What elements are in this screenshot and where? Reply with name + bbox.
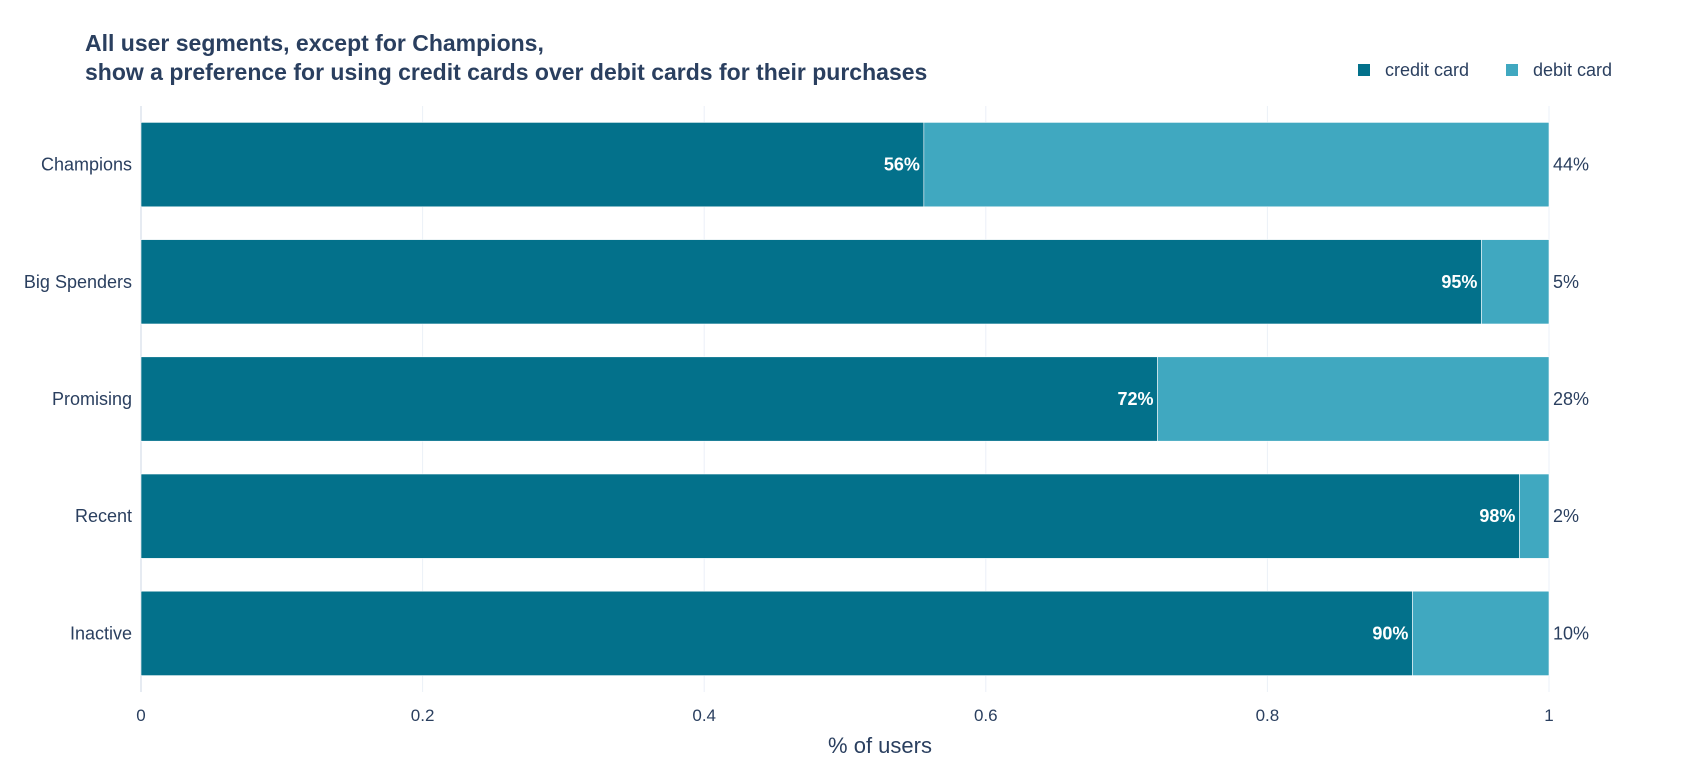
bar-credit-card-promising[interactable] (140, 356, 1158, 442)
data-label-credit-card-big-spenders: 95% (1441, 272, 1477, 292)
data-label-credit-card-promising: 72% (1118, 389, 1154, 409)
chart-title-line-2: show a preference for using credit cards… (85, 59, 927, 85)
category-label-inactive: Inactive (70, 623, 132, 643)
legend-item-debit-card[interactable]: debit card (1506, 60, 1612, 80)
x-tick-label: 0.6 (974, 706, 998, 725)
x-tick-label: 0.8 (1256, 706, 1280, 725)
category-label-champions: Champions (41, 155, 132, 175)
bar-credit-card-inactive[interactable] (140, 590, 1413, 676)
data-label-debit-card-recent: 2% (1553, 506, 1579, 526)
x-tick-label: 0.2 (411, 706, 435, 725)
bar-debit-card-big-spenders[interactable] (1481, 239, 1550, 325)
x-tick-label: 0 (136, 706, 145, 725)
x-axis-title: % of users (828, 733, 932, 758)
category-label-big-spenders: Big Spenders (24, 272, 132, 292)
data-label-debit-card-promising: 28% (1553, 389, 1589, 409)
data-label-debit-card-big-spenders: 5% (1553, 272, 1579, 292)
chart-title-line-1: All user segments, except for Champions, (85, 30, 544, 56)
legend-label-debit-card: debit card (1533, 60, 1612, 80)
bar-credit-card-big-spenders[interactable] (140, 239, 1482, 325)
data-label-credit-card-champions: 56% (884, 155, 920, 175)
legend[interactable]: credit card debit card (1358, 60, 1612, 80)
bar-debit-card-promising[interactable] (1157, 356, 1550, 442)
legend-label-credit-card: credit card (1385, 60, 1469, 80)
x-axis-ticks: 0 0.2 0.4 0.6 0.8 1 (136, 706, 1553, 725)
data-labels: 56% 44% 95% 5% 72% 28% 98% 2% 90% 10% (884, 155, 1589, 644)
category-label-promising: Promising (52, 389, 132, 409)
bar-credit-card-recent[interactable] (140, 473, 1520, 559)
chart-title: All user segments, except for Champions,… (85, 30, 927, 85)
x-tick-label: 0.4 (692, 706, 716, 725)
data-label-debit-card-inactive: 10% (1553, 623, 1589, 643)
bar-debit-card-champions[interactable] (923, 122, 1550, 208)
category-axis: Champions Big Spenders Promising Recent Inac… (24, 155, 132, 644)
data-label-credit-card-inactive: 90% (1372, 623, 1408, 643)
legend-swatch-debit-card (1506, 64, 1518, 76)
bar-debit-card-inactive[interactable] (1412, 590, 1550, 676)
bar-credit-card-champions[interactable] (140, 122, 925, 208)
x-tick-label: 1 (1544, 706, 1553, 725)
legend-item-credit-card[interactable]: credit card (1358, 60, 1469, 80)
data-label-credit-card-recent: 98% (1479, 506, 1515, 526)
bars (140, 122, 1550, 676)
bar-debit-card-recent[interactable] (1519, 473, 1550, 559)
data-label-debit-card-champions: 44% (1553, 155, 1589, 175)
legend-swatch-credit-card (1358, 64, 1370, 76)
category-label-recent: Recent (75, 506, 132, 526)
